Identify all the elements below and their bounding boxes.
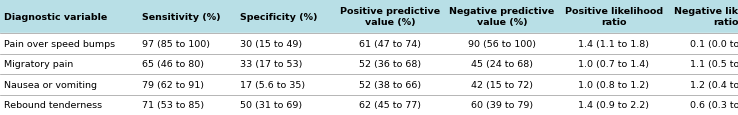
- Text: 97 (85 to 100): 97 (85 to 100): [142, 39, 210, 48]
- Bar: [0, 54, 738, 74]
- Text: Positive predictive
value (%): Positive predictive value (%): [340, 7, 440, 27]
- Bar: [0, 0, 738, 34]
- Text: 30 (15 to 49): 30 (15 to 49): [240, 39, 302, 48]
- Bar: [0, 95, 738, 115]
- Text: Positive likelihood
ratio: Positive likelihood ratio: [565, 7, 663, 27]
- Text: 90 (56 to 100): 90 (56 to 100): [468, 39, 536, 48]
- Text: 79 (62 to 91): 79 (62 to 91): [142, 80, 204, 89]
- Text: 52 (38 to 66): 52 (38 to 66): [359, 80, 421, 89]
- Text: Pain over speed bumps: Pain over speed bumps: [4, 39, 115, 48]
- Text: Negative predictive
value (%): Negative predictive value (%): [449, 7, 555, 27]
- Text: Migratory pain: Migratory pain: [4, 60, 73, 69]
- Text: 1.0 (0.8 to 1.2): 1.0 (0.8 to 1.2): [579, 80, 649, 89]
- Bar: [0, 74, 738, 95]
- Text: 50 (31 to 69): 50 (31 to 69): [240, 100, 302, 109]
- Text: Specificity (%): Specificity (%): [240, 12, 317, 21]
- Text: 71 (53 to 85): 71 (53 to 85): [142, 100, 204, 109]
- Text: Diagnostic variable: Diagnostic variable: [4, 12, 107, 21]
- Text: 1.1 (0.5 to 2.1): 1.1 (0.5 to 2.1): [691, 60, 738, 69]
- Text: Negative likelihood
ratio: Negative likelihood ratio: [675, 7, 738, 27]
- Text: 60 (39 to 79): 60 (39 to 79): [471, 100, 533, 109]
- Text: 61 (47 to 74): 61 (47 to 74): [359, 39, 421, 48]
- Text: Rebound tenderness: Rebound tenderness: [4, 100, 102, 109]
- Text: 42 (15 to 72): 42 (15 to 72): [471, 80, 533, 89]
- Text: Nausea or vomiting: Nausea or vomiting: [4, 80, 97, 89]
- Text: 45 (24 to 68): 45 (24 to 68): [471, 60, 533, 69]
- Text: 0.6 (0.3 to 1.1): 0.6 (0.3 to 1.1): [691, 100, 738, 109]
- Text: 1.2 (0.4 to 3.5): 1.2 (0.4 to 3.5): [691, 80, 738, 89]
- Text: 17 (5.6 to 35): 17 (5.6 to 35): [240, 80, 305, 89]
- Text: 0.1 (0.0 to 0.7): 0.1 (0.0 to 0.7): [691, 39, 738, 48]
- Text: 62 (45 to 77): 62 (45 to 77): [359, 100, 421, 109]
- Text: 52 (36 to 68): 52 (36 to 68): [359, 60, 421, 69]
- Text: 1.0 (0.7 to 1.4): 1.0 (0.7 to 1.4): [579, 60, 649, 69]
- Text: Sensitivity (%): Sensitivity (%): [142, 12, 221, 21]
- Text: 1.4 (1.1 to 1.8): 1.4 (1.1 to 1.8): [579, 39, 649, 48]
- Bar: [0, 34, 738, 54]
- Text: 1.4 (0.9 to 2.2): 1.4 (0.9 to 2.2): [579, 100, 649, 109]
- Text: 65 (46 to 80): 65 (46 to 80): [142, 60, 204, 69]
- Text: 33 (17 to 53): 33 (17 to 53): [240, 60, 302, 69]
